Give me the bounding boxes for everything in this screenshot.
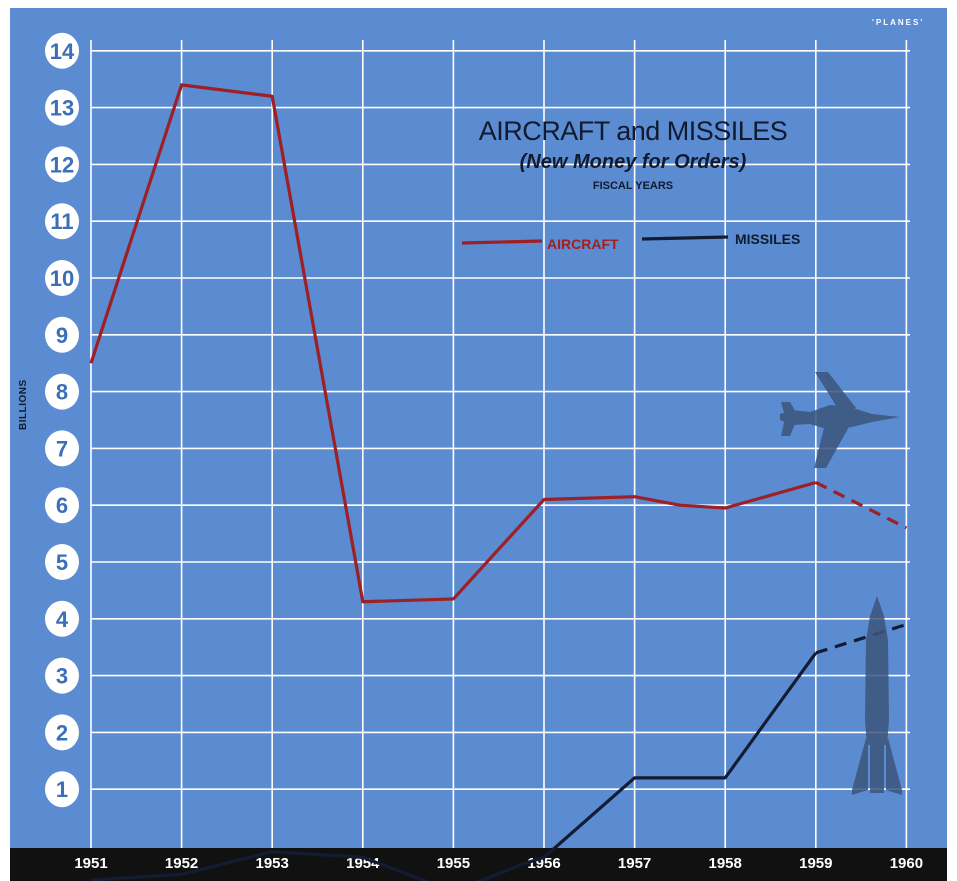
x-tick-label: 1955: [437, 855, 470, 872]
chart-note: FISCAL YEARS: [592, 180, 674, 192]
jet-plane-icon: [780, 372, 900, 468]
y-tick-label: 7: [56, 436, 68, 461]
x-tick-label: 1960: [890, 855, 923, 872]
y-tick-badge: [45, 32, 79, 69]
y-tick-badge: [45, 89, 79, 126]
y-tick-label: 11: [50, 209, 73, 234]
y-tick-label: 12: [50, 152, 74, 177]
y-tick-label: 10: [50, 266, 74, 291]
y-tick-label: 1: [56, 777, 68, 802]
y-tick-label: 4: [56, 607, 69, 632]
y-tick-badge: [45, 373, 79, 410]
legend-label-missiles: MISSILES: [735, 231, 801, 247]
x-tick-label: 1958: [709, 855, 742, 872]
y-tick-badge: [45, 544, 79, 580]
legend-swatch-aircraft: [461, 239, 543, 245]
y-tick-badge: [45, 430, 79, 467]
y-tick-badge: [45, 714, 79, 751]
y-tick-label: 5: [56, 550, 68, 575]
x-tick-label: 1952: [165, 855, 198, 872]
x-tick-label: 1953: [256, 855, 289, 872]
y-tick-badge: [45, 146, 79, 183]
series-projection-aircraft: [815, 481, 908, 530]
y-tick-badge: [45, 600, 79, 637]
x-tick-label: 1951: [74, 855, 107, 872]
series-line-aircraft: [89, 83, 817, 604]
y-tick-badge: [45, 316, 79, 353]
y-tick-label: 8: [56, 380, 68, 405]
series-projection-missiles: [815, 622, 907, 655]
chart-subtitle: (New Money for Orders): [519, 151, 747, 173]
series-line-missiles: [90, 651, 818, 881]
y-tick-label: 13: [50, 96, 74, 121]
y-axis-label: BILLIONS: [18, 379, 29, 430]
x-tick-label: 1957: [618, 855, 651, 872]
x-tick-label: 1959: [799, 855, 832, 872]
y-tick-label: 3: [56, 664, 68, 689]
legend-swatch-missiles: [641, 235, 729, 241]
title-block: AIRCRAFT and MISSILES (New Money for Ord…: [470, 116, 796, 214]
y-tick-badge: [45, 260, 79, 296]
y-tick-label: 2: [56, 720, 68, 745]
y-tick-label: 14: [50, 39, 75, 64]
y-tick-badge: [45, 657, 79, 694]
y-tick-label: 6: [56, 493, 68, 518]
y-tick-badge: [45, 771, 79, 808]
rocket-icon: [852, 596, 902, 795]
y-tick-badge: [45, 203, 79, 240]
legend-label-aircraft: AIRCRAFT: [547, 236, 619, 252]
chart-title: AIRCRAFT and MISSILES: [478, 116, 788, 146]
y-tick-label: 9: [56, 323, 68, 348]
source-label: 'PLANES': [872, 18, 925, 27]
y-tick-badge: [45, 487, 79, 524]
